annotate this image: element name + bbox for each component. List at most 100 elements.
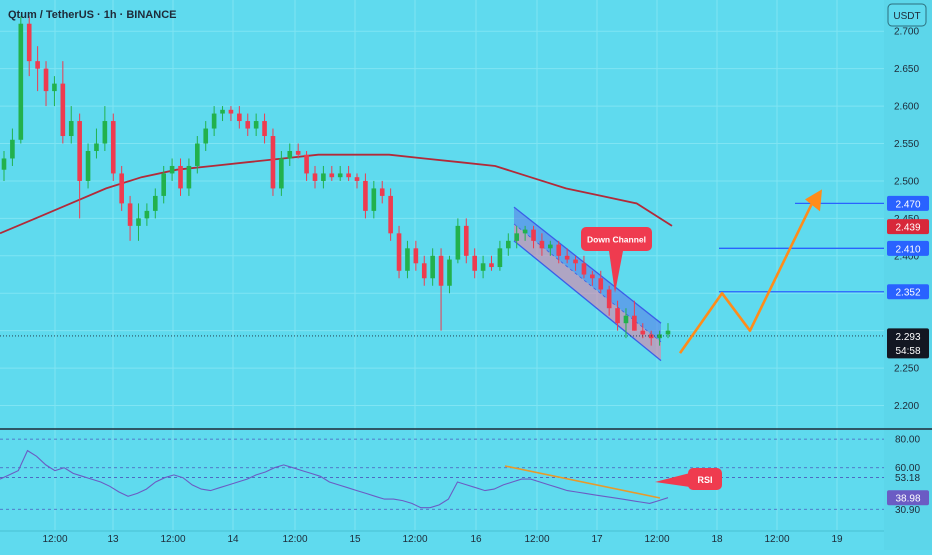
candle <box>295 143 301 159</box>
candle <box>455 218 461 264</box>
candle <box>615 300 620 331</box>
rsi-value-label: 38.98 <box>895 494 920 505</box>
candle <box>405 240 410 279</box>
rsi-line <box>0 449 669 509</box>
price-tags: 2.470 2.439 2.410 2.352 2.293 54:58 38.98 <box>887 195 929 506</box>
candle <box>186 158 192 196</box>
candle <box>548 240 553 256</box>
candle <box>253 113 259 137</box>
price-tag: 2.470 <box>887 195 929 211</box>
candle <box>665 323 671 339</box>
ma-line <box>0 153 673 235</box>
y-tick-label: 2.500 <box>894 176 919 187</box>
candle <box>623 308 629 339</box>
candle <box>413 240 419 271</box>
candle <box>514 225 520 249</box>
candle <box>144 203 150 226</box>
x-tick-label: 14 <box>227 534 239 545</box>
rsi-label: RSI <box>697 475 712 485</box>
candle <box>136 203 141 241</box>
candle <box>195 136 200 174</box>
candle <box>606 285 612 316</box>
candle <box>632 300 637 331</box>
y-tick-label: 2.600 <box>894 102 919 113</box>
candle <box>169 158 175 181</box>
candle <box>262 113 267 144</box>
candle <box>10 128 15 166</box>
rsi-panel: RSI <box>0 449 722 509</box>
candle <box>337 165 343 181</box>
channel-fill-upper <box>514 207 661 342</box>
candle <box>564 248 570 264</box>
price-tag-label: 2.293 <box>895 332 920 343</box>
candle <box>178 158 183 196</box>
candle <box>312 165 318 189</box>
candle <box>421 255 427 286</box>
price-tag-label: 2.352 <box>895 288 920 299</box>
candle <box>472 248 477 279</box>
projection-path: Down Channel <box>581 189 822 354</box>
candle <box>531 225 536 249</box>
price-tag-label: 2.410 <box>895 244 920 255</box>
candle <box>505 233 511 256</box>
rsi-tick-label: 30.90 <box>895 505 920 516</box>
currency-badge[interactable] <box>887 3 927 27</box>
candle <box>211 106 217 137</box>
candle <box>581 255 587 279</box>
candle <box>26 16 32 77</box>
candle <box>152 188 158 219</box>
x-tick-label: 12:00 <box>402 534 427 545</box>
price-tag: 2.410 <box>887 240 929 256</box>
channel-lower-line <box>513 240 662 362</box>
candle <box>102 106 108 151</box>
price-tag-label: 2.439 <box>895 223 920 234</box>
candle <box>396 225 402 279</box>
x-tick-label: 18 <box>711 534 723 545</box>
y-tick-label: 2.400 <box>894 251 919 262</box>
candle <box>119 165 124 211</box>
currency-label: USDT <box>893 11 920 22</box>
y-tick-label: 2.200 <box>894 401 919 412</box>
candle <box>35 46 40 92</box>
candle <box>480 255 486 279</box>
down-channel <box>513 206 662 362</box>
x-tick-label: 12:00 <box>644 534 669 545</box>
candle <box>270 128 276 196</box>
candle <box>497 240 503 271</box>
x-tick-label: 12:00 <box>282 534 307 545</box>
candle <box>161 165 167 204</box>
candle <box>245 113 251 137</box>
channel-upper-line <box>513 206 662 324</box>
projection-line <box>678 202 814 354</box>
y-tick-label: 2.250 <box>894 364 919 375</box>
x-tick-label: 12:00 <box>764 534 789 545</box>
candle <box>237 106 242 129</box>
y-tick-label: 2.650 <box>894 64 919 75</box>
down-channel-label-box <box>581 227 652 251</box>
price-tag: 2.439 <box>887 219 929 235</box>
price-axis-area <box>884 0 932 550</box>
candle <box>522 225 528 241</box>
rsi-trendline <box>504 465 661 499</box>
target-levels <box>0 202 884 337</box>
candle <box>68 106 74 144</box>
candle <box>379 180 385 204</box>
candle <box>371 180 377 219</box>
candle <box>430 248 435 286</box>
candle <box>573 255 578 271</box>
candle <box>220 106 225 122</box>
candle <box>279 150 284 196</box>
candle <box>110 113 116 181</box>
x-tick-label: 12:00 <box>42 534 67 545</box>
candle <box>388 188 393 241</box>
candle <box>52 76 57 107</box>
down-channel-label: Down Channel <box>587 235 646 245</box>
candle <box>321 165 326 189</box>
x-tick-label: 16 <box>470 534 482 545</box>
candle <box>447 255 452 294</box>
candle <box>489 255 494 271</box>
candle <box>94 128 99 159</box>
candle <box>127 195 133 241</box>
candle <box>77 113 82 219</box>
